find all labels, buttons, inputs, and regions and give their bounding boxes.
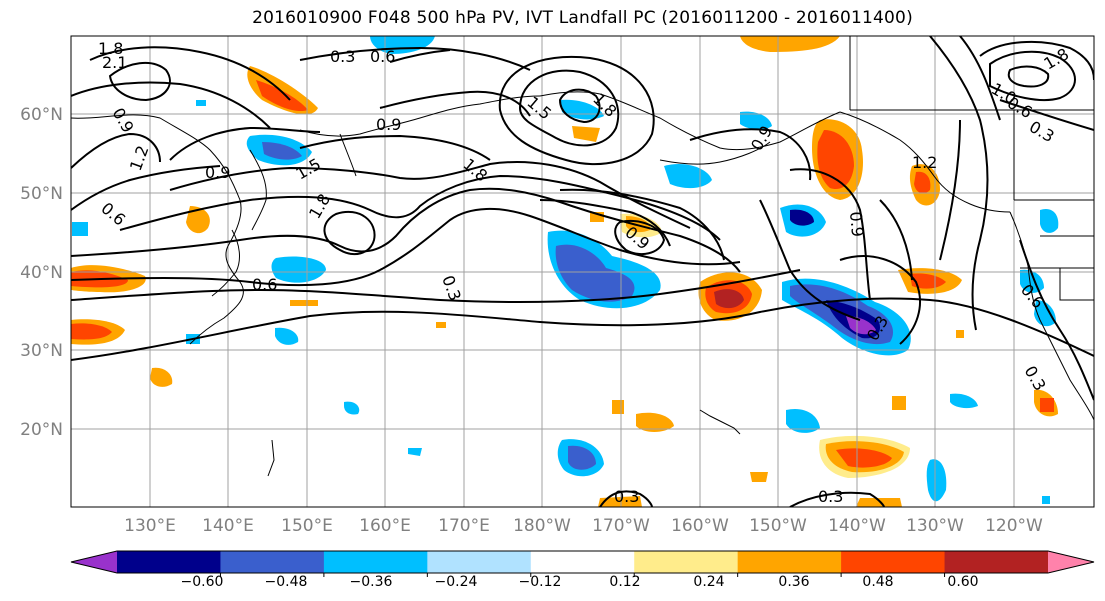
longitude-labels: 130°E 140°E 150°E 160°E 170°E 180°W 170°…	[124, 516, 1043, 536]
coastlines	[71, 36, 1094, 477]
lon-label: 140°W	[828, 516, 886, 536]
colorbar-label: 0.12	[609, 574, 640, 590]
colorbar-extend-high	[1048, 551, 1094, 573]
colorbar	[70, 550, 1095, 577]
contour-label: 0.3	[614, 487, 639, 506]
colorbar-labels: −0.60 −0.48 −0.36 −0.24 −0.12 0.12 0.24 …	[181, 574, 979, 590]
lat-label: 30°N	[20, 341, 63, 361]
contour-label: 0.9	[376, 115, 401, 134]
lon-label: 150°W	[749, 516, 807, 536]
colorbar-label: −0.36	[350, 574, 393, 590]
contour-label: 0.6	[370, 47, 395, 66]
colorbar-swatch	[530, 551, 635, 573]
colorbar-label: −0.60	[181, 574, 224, 590]
colorbar-label: 0.24	[693, 574, 724, 590]
contour-labels: 1.8 2.1 0.9 1.2 0.6 0.3 0.6 0.9 0.9 1.5 …	[97, 39, 1072, 506]
contour-label: 1.2	[912, 153, 937, 172]
lon-label: 140°E	[202, 516, 254, 536]
colorbar-swatch	[944, 551, 1049, 573]
colorbar-swatch	[427, 551, 532, 573]
colorbar-swatch	[737, 551, 842, 573]
colorbar-swatch	[323, 551, 428, 573]
colorbar-label: 0.36	[778, 574, 809, 590]
colorbar-swatch	[117, 551, 221, 573]
lon-label: 180°W	[513, 516, 571, 536]
contour-label: 0.6	[252, 275, 277, 294]
colorbar-swatch	[634, 551, 739, 573]
colorbar-label: −0.48	[265, 574, 308, 590]
lon-label: 160°W	[671, 516, 729, 536]
colorbar-label: −0.12	[519, 574, 562, 590]
colorbar-label: −0.24	[435, 574, 478, 590]
colorbar-swatch	[220, 551, 325, 573]
contour-label: 2.1	[102, 53, 127, 72]
latitude-labels: 60°N 50°N 40°N 30°N 20°N	[20, 105, 63, 440]
colorbar-label: 0.48	[862, 574, 893, 590]
colorbar-extend-low	[71, 551, 117, 573]
contour-label: 0.9	[205, 163, 230, 182]
lon-label: 170°W	[592, 516, 650, 536]
lat-label: 40°N	[20, 263, 63, 283]
lon-label: 170°E	[438, 516, 490, 536]
contour-label: 1.8	[98, 39, 123, 58]
colorbar-outline	[70, 550, 1095, 574]
lon-label: 130°W	[906, 516, 964, 536]
colorbar-label: 0.60	[947, 574, 978, 590]
plot-frame	[70, 35, 1095, 508]
pv-contours	[71, 36, 1094, 507]
lon-label: 120°W	[985, 516, 1043, 536]
map-title: 2016010900 F048 500 hPa PV, IVT Landfall…	[252, 8, 913, 28]
lon-label: 130°E	[124, 516, 176, 536]
colorbar-swatch	[841, 551, 946, 573]
lon-label: 150°E	[281, 516, 333, 536]
contour-label: 0.3	[818, 487, 843, 506]
lat-label: 20°N	[20, 420, 63, 440]
lon-label: 160°E	[359, 516, 411, 536]
graticule	[71, 36, 1094, 507]
lat-label: 60°N	[20, 105, 63, 125]
contour-label: 0.9	[846, 211, 867, 238]
lat-label: 50°N	[20, 184, 63, 204]
contour-label: 0.3	[330, 47, 355, 66]
